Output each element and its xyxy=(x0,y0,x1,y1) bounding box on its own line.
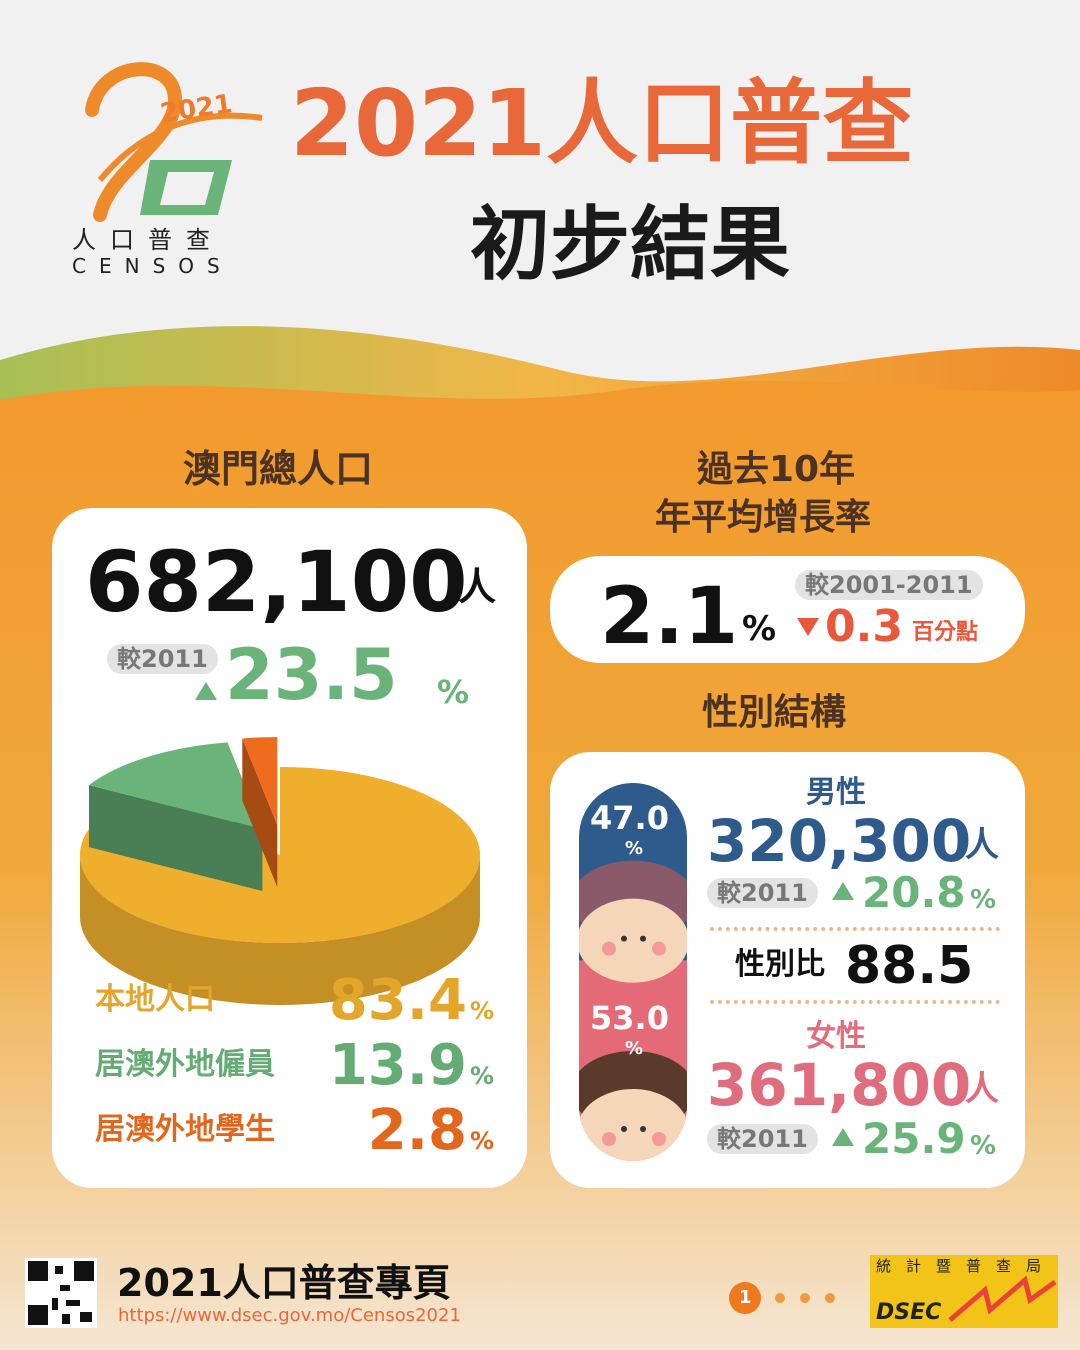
subtitle: 初步結果 xyxy=(470,198,790,291)
compare-pill: 較2011 xyxy=(707,878,818,908)
legend-unit: % xyxy=(470,1062,495,1090)
legend-unit: % xyxy=(470,997,495,1025)
legend-value: 2.8 xyxy=(367,1098,467,1163)
pie-chart xyxy=(79,737,481,1005)
face xyxy=(579,898,687,983)
up-arrow xyxy=(832,1128,854,1146)
legend-label: 居澳外地僱員 xyxy=(95,1047,275,1082)
face-cheek xyxy=(602,1132,616,1146)
org-name: 統計暨普查局 xyxy=(876,1257,1057,1275)
title: 2021人口普查 xyxy=(290,70,915,177)
page-dot xyxy=(800,1293,810,1303)
divider xyxy=(710,1000,1000,1004)
female-change: 25.9 xyxy=(862,1114,966,1163)
pie-slice-face xyxy=(242,738,278,888)
male-unit: 人 xyxy=(965,825,999,865)
qr-pattern xyxy=(28,1261,94,1325)
pie-slice xyxy=(88,742,263,829)
down-arrow xyxy=(797,618,819,636)
population-value: 682,100 xyxy=(85,533,468,631)
logo-box-hole xyxy=(160,172,214,205)
growth-change-unit: 百分點 xyxy=(912,620,979,645)
female-share: 53.0 xyxy=(590,999,669,1037)
face-eye xyxy=(621,1126,627,1132)
gender-group xyxy=(579,783,687,1161)
female-value: 361,800 xyxy=(707,1051,972,1119)
gender-heading: 性別結構 xyxy=(702,692,847,733)
female-label: 女性 xyxy=(806,1019,866,1054)
pie-slice-side xyxy=(80,855,480,1005)
ratio-value: 88.5 xyxy=(845,936,974,996)
face-cheek xyxy=(652,1132,666,1146)
compare-pill: 較2001-2011 xyxy=(795,570,983,600)
female-unit: 人 xyxy=(965,1069,999,1109)
growth-change: 0.3 xyxy=(825,601,903,652)
page-number: 1 xyxy=(739,1287,752,1308)
footer-url: https://www.dsec.gov.mo/Censos2021 xyxy=(118,1305,461,1326)
logo-en: CENSOS xyxy=(72,254,233,278)
legend-label: 本地人口 xyxy=(95,982,215,1017)
growth-unit: % xyxy=(742,609,777,649)
growth-heading: 年平均增長率 xyxy=(655,497,872,538)
gender-bar xyxy=(579,783,687,1161)
growth-heading: 過去10年 xyxy=(697,449,856,490)
ratio-label: 性別比 xyxy=(735,947,825,982)
legend-label: 居澳外地學生 xyxy=(95,1112,275,1147)
up-arrow xyxy=(832,882,854,900)
compare-pill: 較2011 xyxy=(707,1124,818,1154)
footer-title: 2021人口普查專頁 xyxy=(117,1261,451,1305)
male-value: 320,300 xyxy=(707,807,972,875)
compare-pill: 較2011 xyxy=(107,644,218,674)
up-arrow xyxy=(195,682,217,700)
growth-value: 2.1 xyxy=(600,572,739,662)
percent-unit: % xyxy=(970,885,997,915)
page-current xyxy=(729,1282,761,1314)
org-abbr: DSEC xyxy=(876,1300,942,1325)
page-dot xyxy=(825,1293,835,1303)
pie-slice xyxy=(79,767,481,943)
legend-value: 83.4 xyxy=(328,968,467,1033)
logo-swoosh xyxy=(97,112,263,182)
male-share-unit: % xyxy=(625,838,644,859)
face-cheek xyxy=(652,941,666,956)
legend-unit: % xyxy=(470,1127,495,1155)
legend-value: 13.9 xyxy=(328,1033,467,1098)
face-eye xyxy=(640,935,646,942)
face-cheek xyxy=(602,941,616,956)
divider xyxy=(710,927,1000,931)
percent-unit: % xyxy=(437,673,470,711)
pie-slice xyxy=(242,737,278,826)
page-dot xyxy=(775,1293,785,1303)
population-change: 23.5 xyxy=(225,634,398,716)
face-eye xyxy=(640,1126,646,1132)
male-label: 男性 xyxy=(806,775,866,810)
org-logo-mark xyxy=(948,1275,1057,1322)
population-unit: 人 xyxy=(458,565,497,609)
logo-text: 人口普查 xyxy=(72,226,224,254)
male-change: 20.8 xyxy=(862,868,966,917)
population-heading: 澳門總人口 xyxy=(183,447,374,491)
percent-unit: % xyxy=(970,1131,997,1161)
face xyxy=(579,1089,687,1161)
face-eye xyxy=(621,935,627,942)
pie-slice-face xyxy=(88,785,263,891)
female-share-unit: % xyxy=(625,1038,644,1059)
male-share: 47.0 xyxy=(590,799,669,837)
logo-two xyxy=(85,62,183,222)
